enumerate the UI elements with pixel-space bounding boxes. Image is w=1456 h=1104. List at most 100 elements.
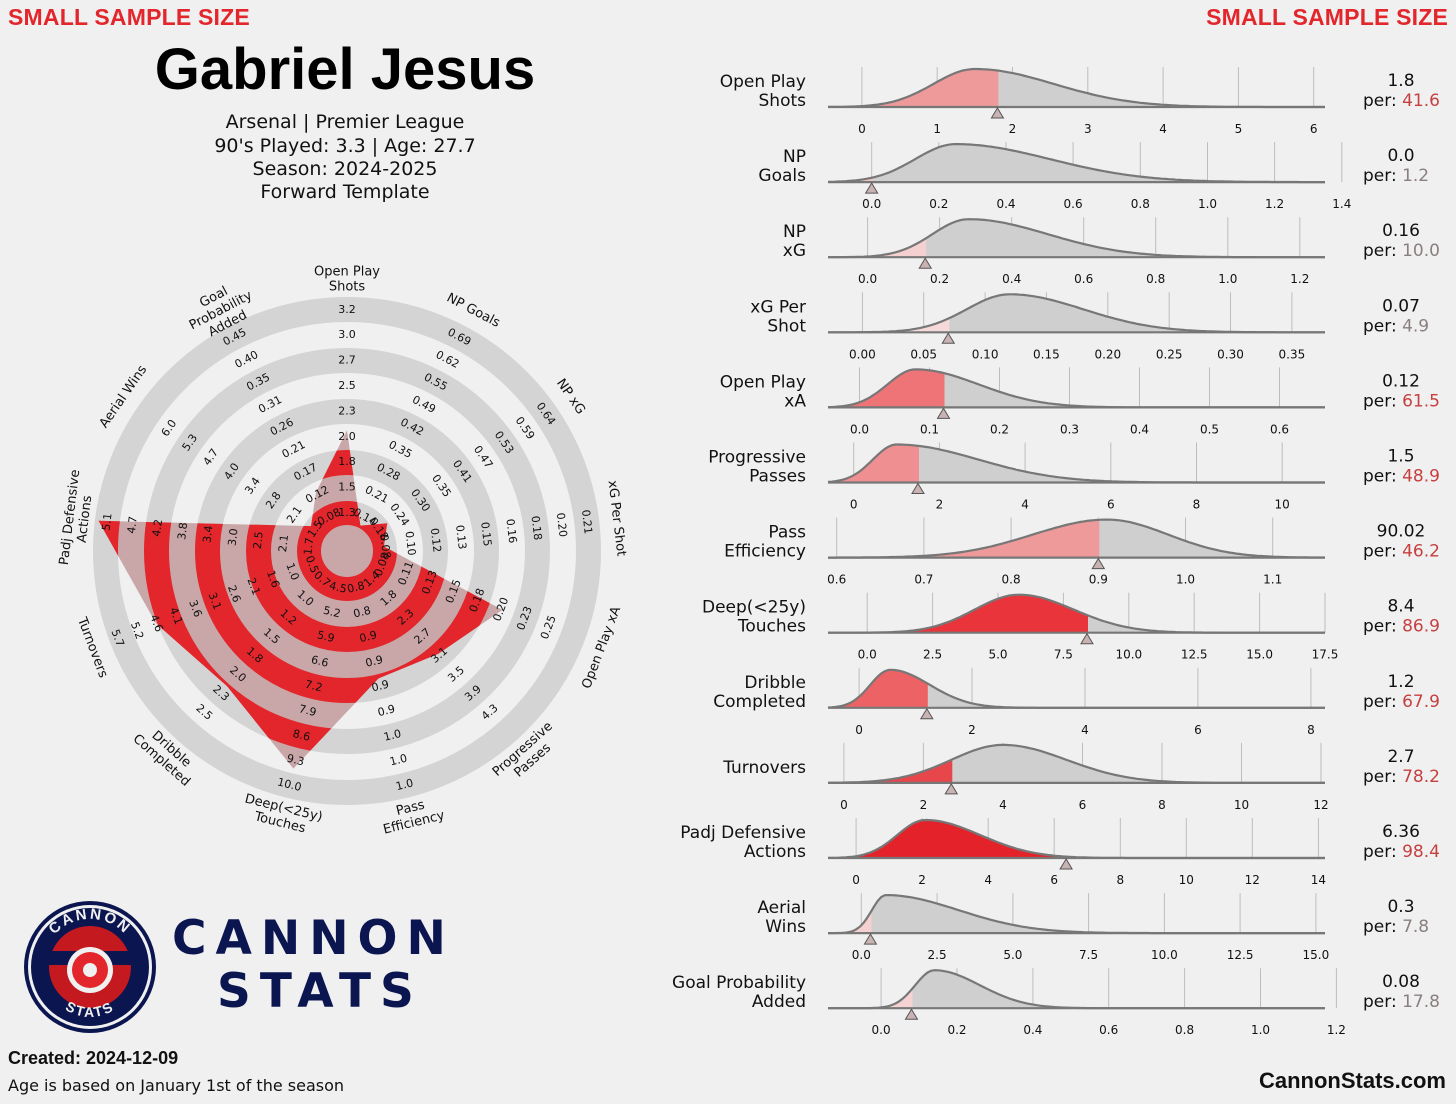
tick-label: 6 [1079, 798, 1087, 812]
radar-tick-label: 0.9 [376, 702, 396, 719]
tick-label: 8 [1116, 873, 1124, 887]
tick-label: 0.0 [858, 648, 877, 662]
metric-label: Padj Defensive [680, 823, 806, 843]
radar-tick-label: 2.3 [338, 404, 356, 417]
tick-label: 0.15 [1033, 347, 1060, 361]
radar-tick-label: 1.5 [338, 481, 356, 494]
radar-polygon [98, 430, 503, 769]
metric-label: Added [752, 992, 806, 1012]
distribution-panel: 0.6 0.7 0.8 0.9 1.0 1.1 PassEfficiency 90.02per… [724, 517, 1440, 587]
tick-label: 0.00 [849, 347, 876, 361]
density-highlight [828, 369, 944, 408]
tick-label: 1.2 [1327, 1023, 1346, 1037]
metric-label: xG Per [750, 297, 806, 317]
radar-axis-title-line: Shots [329, 280, 366, 295]
season-line: Season: 2024-2025 [252, 158, 438, 180]
tick-label: 15.0 [1303, 948, 1330, 962]
club-league-line: Arsenal | Premier League [225, 111, 465, 133]
tick-label: 0.30 [1217, 347, 1244, 361]
radar-tick-label: 3.8 [175, 522, 190, 541]
tick-label: 8 [1193, 498, 1201, 512]
percentile-label: per: 86.9 [1363, 617, 1440, 637]
brand-text-stats: STATS [217, 964, 423, 1019]
density-highlight [828, 669, 927, 708]
small-sample-warning-left: SMALL SAMPLE SIZE [8, 4, 250, 30]
radar-tick-label: 3.2 [338, 303, 356, 316]
player-marker [1091, 557, 1106, 570]
tick-label: 4 [1159, 122, 1167, 136]
radar-tick-label: 0.8 [346, 579, 366, 596]
percentile-label: per: 98.4 [1363, 842, 1440, 862]
metric-label: Deep(<25y) [702, 598, 806, 618]
percentile-label: per: 1.2 [1363, 166, 1429, 186]
metric-value: 6.36 [1382, 822, 1420, 842]
tick-label: 0.5 [1200, 422, 1219, 436]
density-area [828, 895, 1325, 934]
density-highlight [828, 69, 998, 107]
tick-label: 0.2 [930, 272, 949, 286]
metric-value: 1.8 [1387, 71, 1414, 91]
tick-label: 0.6 [1074, 272, 1093, 286]
tick-label: 2.5 [923, 648, 942, 662]
radar-tick-label: 2.6 [225, 583, 243, 604]
player-marker [1059, 858, 1073, 870]
tick-label: 0.4 [996, 197, 1015, 211]
tick-label: 0.0 [850, 422, 869, 436]
tick-label: 0.6 [1270, 422, 1289, 436]
tick-label: 0.8 [1146, 272, 1165, 286]
percentile-value: 10.0 [1402, 241, 1440, 261]
tick-label: 0.8 [1175, 1023, 1194, 1037]
distribution-panel: 0.0 0.2 0.4 0.6 0.8 1.0 1.2 Goal ProbabilityAdd… [672, 968, 1440, 1037]
tick-label: 2 [918, 873, 926, 887]
tick-label: 17.5 [1312, 648, 1339, 662]
percentile-value: 98.4 [1402, 842, 1440, 862]
logo-bottom-text: STATS [63, 998, 115, 1020]
metric-value: 0.16 [1382, 221, 1420, 241]
radar-tick-label: 5.2 [322, 604, 342, 621]
radar-tick-label: 0.20 [554, 512, 570, 538]
radar-tick-label: 3.0 [338, 328, 356, 341]
tick-label: 0.0 [852, 948, 871, 962]
tick-label: 7.5 [1054, 648, 1073, 662]
percentile-label: per: 78.2 [1363, 767, 1440, 787]
metric-label: Progressive [708, 448, 806, 468]
tick-label: 7.5 [1079, 948, 1098, 962]
percentile-value: 4.9 [1402, 316, 1429, 336]
metric-value: 8.4 [1387, 597, 1414, 617]
density-area [828, 369, 1325, 408]
radar-highlight-band [297, 501, 397, 601]
radar-tick-label: 0.13 [453, 524, 469, 550]
percentile-label: per: 7.8 [1363, 917, 1429, 937]
tick-label: 14 [1311, 873, 1326, 887]
tick-label: 0 [855, 723, 863, 737]
tick-label: 0 [850, 498, 858, 512]
brand-text-cannon: CANNON [172, 911, 455, 966]
player-marker [990, 107, 1005, 119]
tick-label: 1.2 [1265, 197, 1284, 211]
tick-label: 2 [968, 723, 976, 737]
tick-label: 6 [1310, 122, 1318, 136]
radar-tick-label: 2.5 [251, 531, 266, 550]
tick-label: 0.6 [827, 573, 846, 587]
tick-label: 15.0 [1246, 648, 1273, 662]
radar-tick-label: 8.6 [291, 727, 311, 744]
radar-tick-label: 0.9 [364, 653, 384, 670]
radar-tick-label: 0.12 [428, 527, 444, 553]
metric-value: 2.7 [1387, 747, 1414, 767]
small-sample-warning-right: SMALL SAMPLE SIZE [1206, 4, 1448, 30]
age-note: Age is based on January 1st of the seaso… [8, 1076, 345, 1095]
percentile-value: 78.2 [1402, 767, 1440, 787]
radar-tick-label: 9.3 [285, 752, 305, 769]
metric-label: Dribble [744, 673, 806, 693]
tick-label: 12 [1313, 798, 1328, 812]
tick-label: 0.8 [1131, 197, 1150, 211]
density-area [828, 144, 1325, 183]
percentile-label: per: 10.0 [1363, 241, 1440, 261]
radar-tick-label: 1.7 [301, 537, 316, 556]
tick-label: 0.20 [1094, 347, 1121, 361]
tick-label: 6 [1107, 498, 1115, 512]
metric-label: Wins [765, 917, 806, 937]
